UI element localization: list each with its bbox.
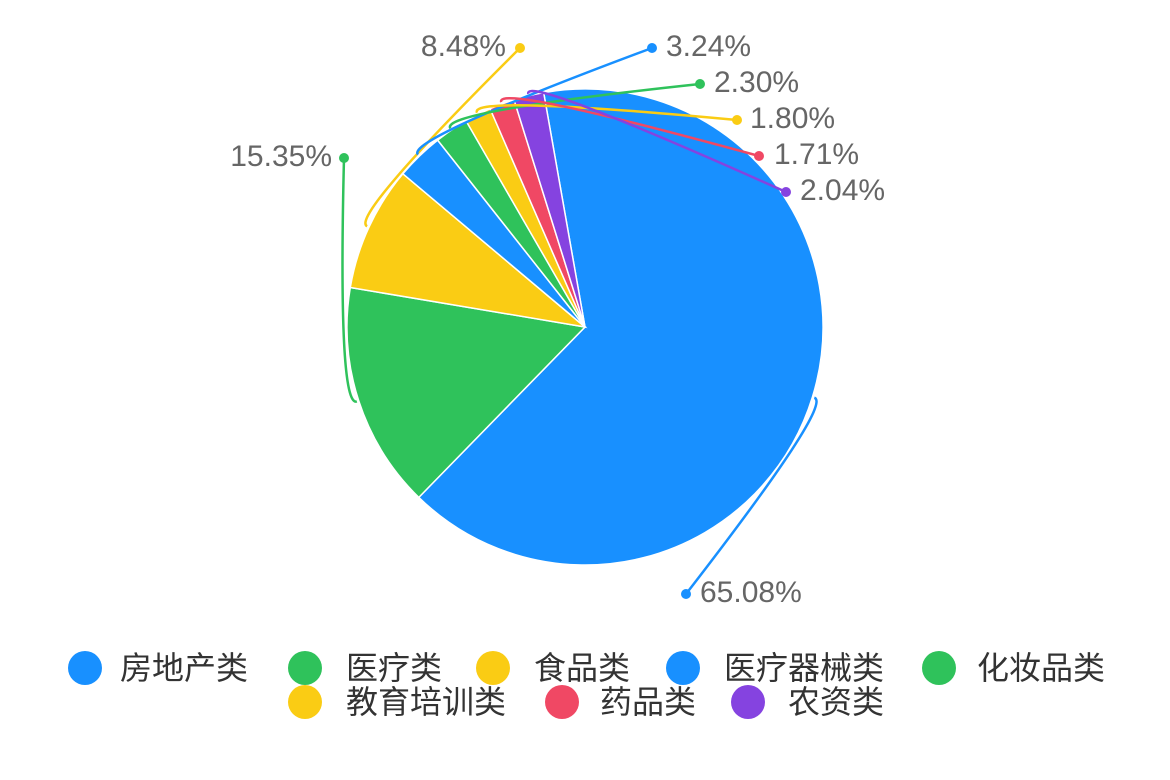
leader-line-5 bbox=[448, 82, 701, 130]
legend-marker-7[interactable] bbox=[545, 685, 579, 719]
percent-label-1: 65.08% bbox=[700, 576, 802, 609]
legend-label-1[interactable]: 房地产类 bbox=[120, 649, 248, 687]
pie-slice-1 bbox=[417, 88, 824, 566]
pie-slices bbox=[346, 88, 824, 566]
percent-label-5: 2.30% bbox=[714, 66, 799, 99]
label-leaders bbox=[339, 43, 818, 599]
pie-slice-3 bbox=[349, 172, 588, 329]
legend-label-6[interactable]: 教育培训类 bbox=[346, 683, 506, 721]
legend-label-8[interactable]: 农资类 bbox=[788, 683, 884, 721]
legend-marker-3[interactable] bbox=[476, 651, 510, 685]
leader-line-4 bbox=[416, 46, 653, 156]
legend-marker-4[interactable] bbox=[666, 651, 700, 685]
percent-label-8: 2.04% bbox=[800, 174, 885, 207]
percent-label-4: 3.24% bbox=[666, 30, 751, 63]
legend-marker-8[interactable] bbox=[731, 685, 765, 719]
legend-label-5[interactable]: 化妆品类 bbox=[977, 649, 1105, 687]
legend-marker-6[interactable] bbox=[288, 685, 322, 719]
leader-line-3 bbox=[364, 47, 521, 228]
legend-label-7[interactable]: 药品类 bbox=[600, 683, 696, 721]
leader-dot-1 bbox=[681, 589, 691, 599]
legend-label-3[interactable]: 食品类 bbox=[534, 649, 630, 687]
percent-label-3: 8.48% bbox=[421, 30, 506, 63]
leader-dot-2 bbox=[339, 153, 349, 163]
leader-line-1 bbox=[685, 396, 818, 595]
leader-line-8 bbox=[527, 89, 787, 194]
leader-dot-6 bbox=[732, 115, 742, 125]
leader-dot-3 bbox=[515, 43, 525, 53]
leader-line-7 bbox=[499, 97, 760, 158]
pie-slice-2 bbox=[346, 286, 587, 499]
legend-label-2[interactable]: 医疗类 bbox=[346, 649, 442, 687]
percent-label-2: 15.35% bbox=[230, 140, 332, 173]
percent-labels: 65.08% 15.35% 8.48% 3.24%2.30%1.80%1.71%2.0… bbox=[230, 30, 885, 609]
legend-marker-2[interactable] bbox=[288, 651, 322, 685]
leader-line-2 bbox=[341, 157, 358, 403]
percent-label-6: 1.80% bbox=[750, 102, 835, 135]
leader-dot-5 bbox=[695, 79, 705, 89]
legend-label-4[interactable]: 医疗器械类 bbox=[724, 649, 884, 687]
legend-marker-1[interactable] bbox=[68, 651, 102, 685]
leader-line-6 bbox=[475, 104, 738, 122]
percent-label-7: 1.71% bbox=[774, 138, 859, 171]
legend-marker-5[interactable] bbox=[922, 651, 956, 685]
leader-dot-4 bbox=[647, 43, 657, 53]
leader-dot-8 bbox=[781, 187, 791, 197]
leader-dot-7 bbox=[754, 151, 764, 161]
